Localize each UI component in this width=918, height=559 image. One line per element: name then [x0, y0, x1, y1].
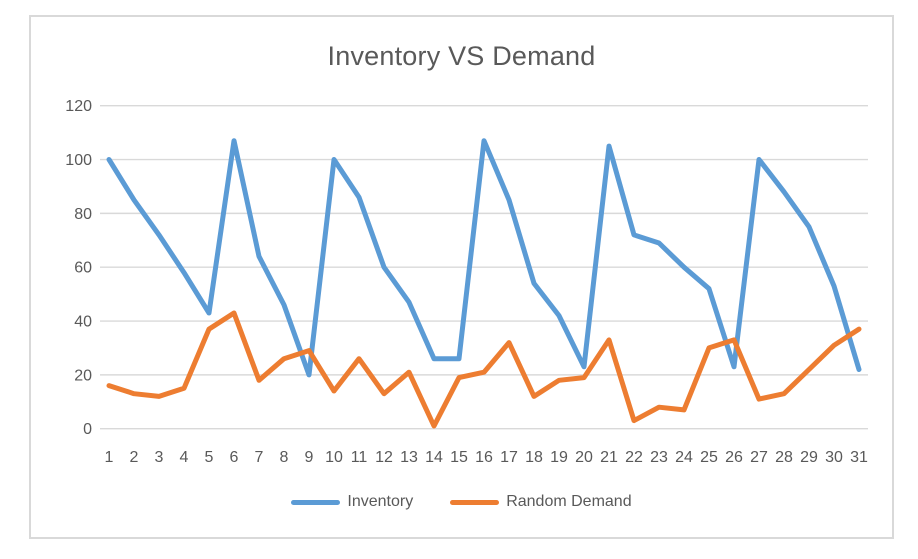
x-axis-tick-label: 18 [525, 449, 543, 466]
legend-item-random-demand: Random Demand [450, 493, 632, 511]
x-axis-tick-label: 19 [550, 449, 568, 466]
x-axis-tick-label: 4 [180, 449, 189, 466]
x-axis-tick-label: 12 [375, 449, 393, 466]
legend-label-random-demand: Random Demand [506, 493, 632, 510]
y-axis-tick-label: 0 [83, 421, 92, 438]
y-axis-tick-label: 100 [65, 152, 92, 169]
y-axis-tick-label: 20 [74, 367, 92, 384]
x-axis-tick-label: 30 [825, 449, 843, 466]
x-axis-tick-label: 22 [625, 449, 643, 466]
x-axis-tick-label: 21 [600, 449, 618, 466]
x-axis-tick-label: 23 [650, 449, 668, 466]
x-axis-tick-label: 13 [400, 449, 418, 466]
random-demand-line-swatch [450, 499, 500, 505]
y-axis-tick-label: 80 [74, 206, 92, 223]
x-axis-tick-label: 2 [130, 449, 139, 466]
inventory-line-swatch [291, 499, 341, 505]
x-axis-tick-label: 25 [700, 449, 718, 466]
chart-frame [29, 15, 894, 539]
x-axis-tick-label: 10 [325, 449, 343, 466]
x-axis-tick-label: 29 [800, 449, 818, 466]
inventory-line [106, 138, 862, 378]
x-axis-tick-label: 20 [575, 449, 593, 466]
legend-item-inventory: Inventory [291, 493, 413, 511]
x-axis-tick-label: 28 [775, 449, 793, 466]
chart-title: Inventory VS Demand [327, 41, 596, 71]
x-axis-tick-label: 11 [351, 449, 368, 466]
y-axis-tick-label: 40 [74, 314, 92, 331]
x-axis-tick-label: 3 [155, 449, 164, 466]
x-axis-tick-label: 1 [105, 449, 114, 466]
x-axis-tick-label: 24 [675, 449, 693, 466]
x-axis-tick-label: 26 [725, 449, 743, 466]
random-demand-line [106, 310, 862, 429]
y-axis-tick-label: 60 [74, 260, 92, 277]
x-axis-tick-label: 5 [205, 449, 214, 466]
x-axis-tick-label: 15 [450, 449, 468, 466]
x-axis-tick-label: 7 [255, 449, 264, 466]
legend-label-inventory: Inventory [347, 493, 414, 510]
legend: Inventory Random Demand [29, 489, 894, 515]
x-axis-tick-label: 8 [280, 449, 289, 466]
x-axis-tick-label: 14 [425, 449, 443, 466]
x-axis-tick-label: 17 [500, 449, 518, 466]
x-axis-tick-label: 9 [305, 449, 314, 466]
x-axis-tick-label: 6 [230, 449, 239, 466]
x-axis-tick-label: 27 [750, 449, 768, 466]
x-axis-tick-label: 31 [850, 449, 868, 466]
y-axis-tick-label: 120 [65, 98, 92, 115]
x-axis-tick-label: 16 [475, 449, 493, 466]
